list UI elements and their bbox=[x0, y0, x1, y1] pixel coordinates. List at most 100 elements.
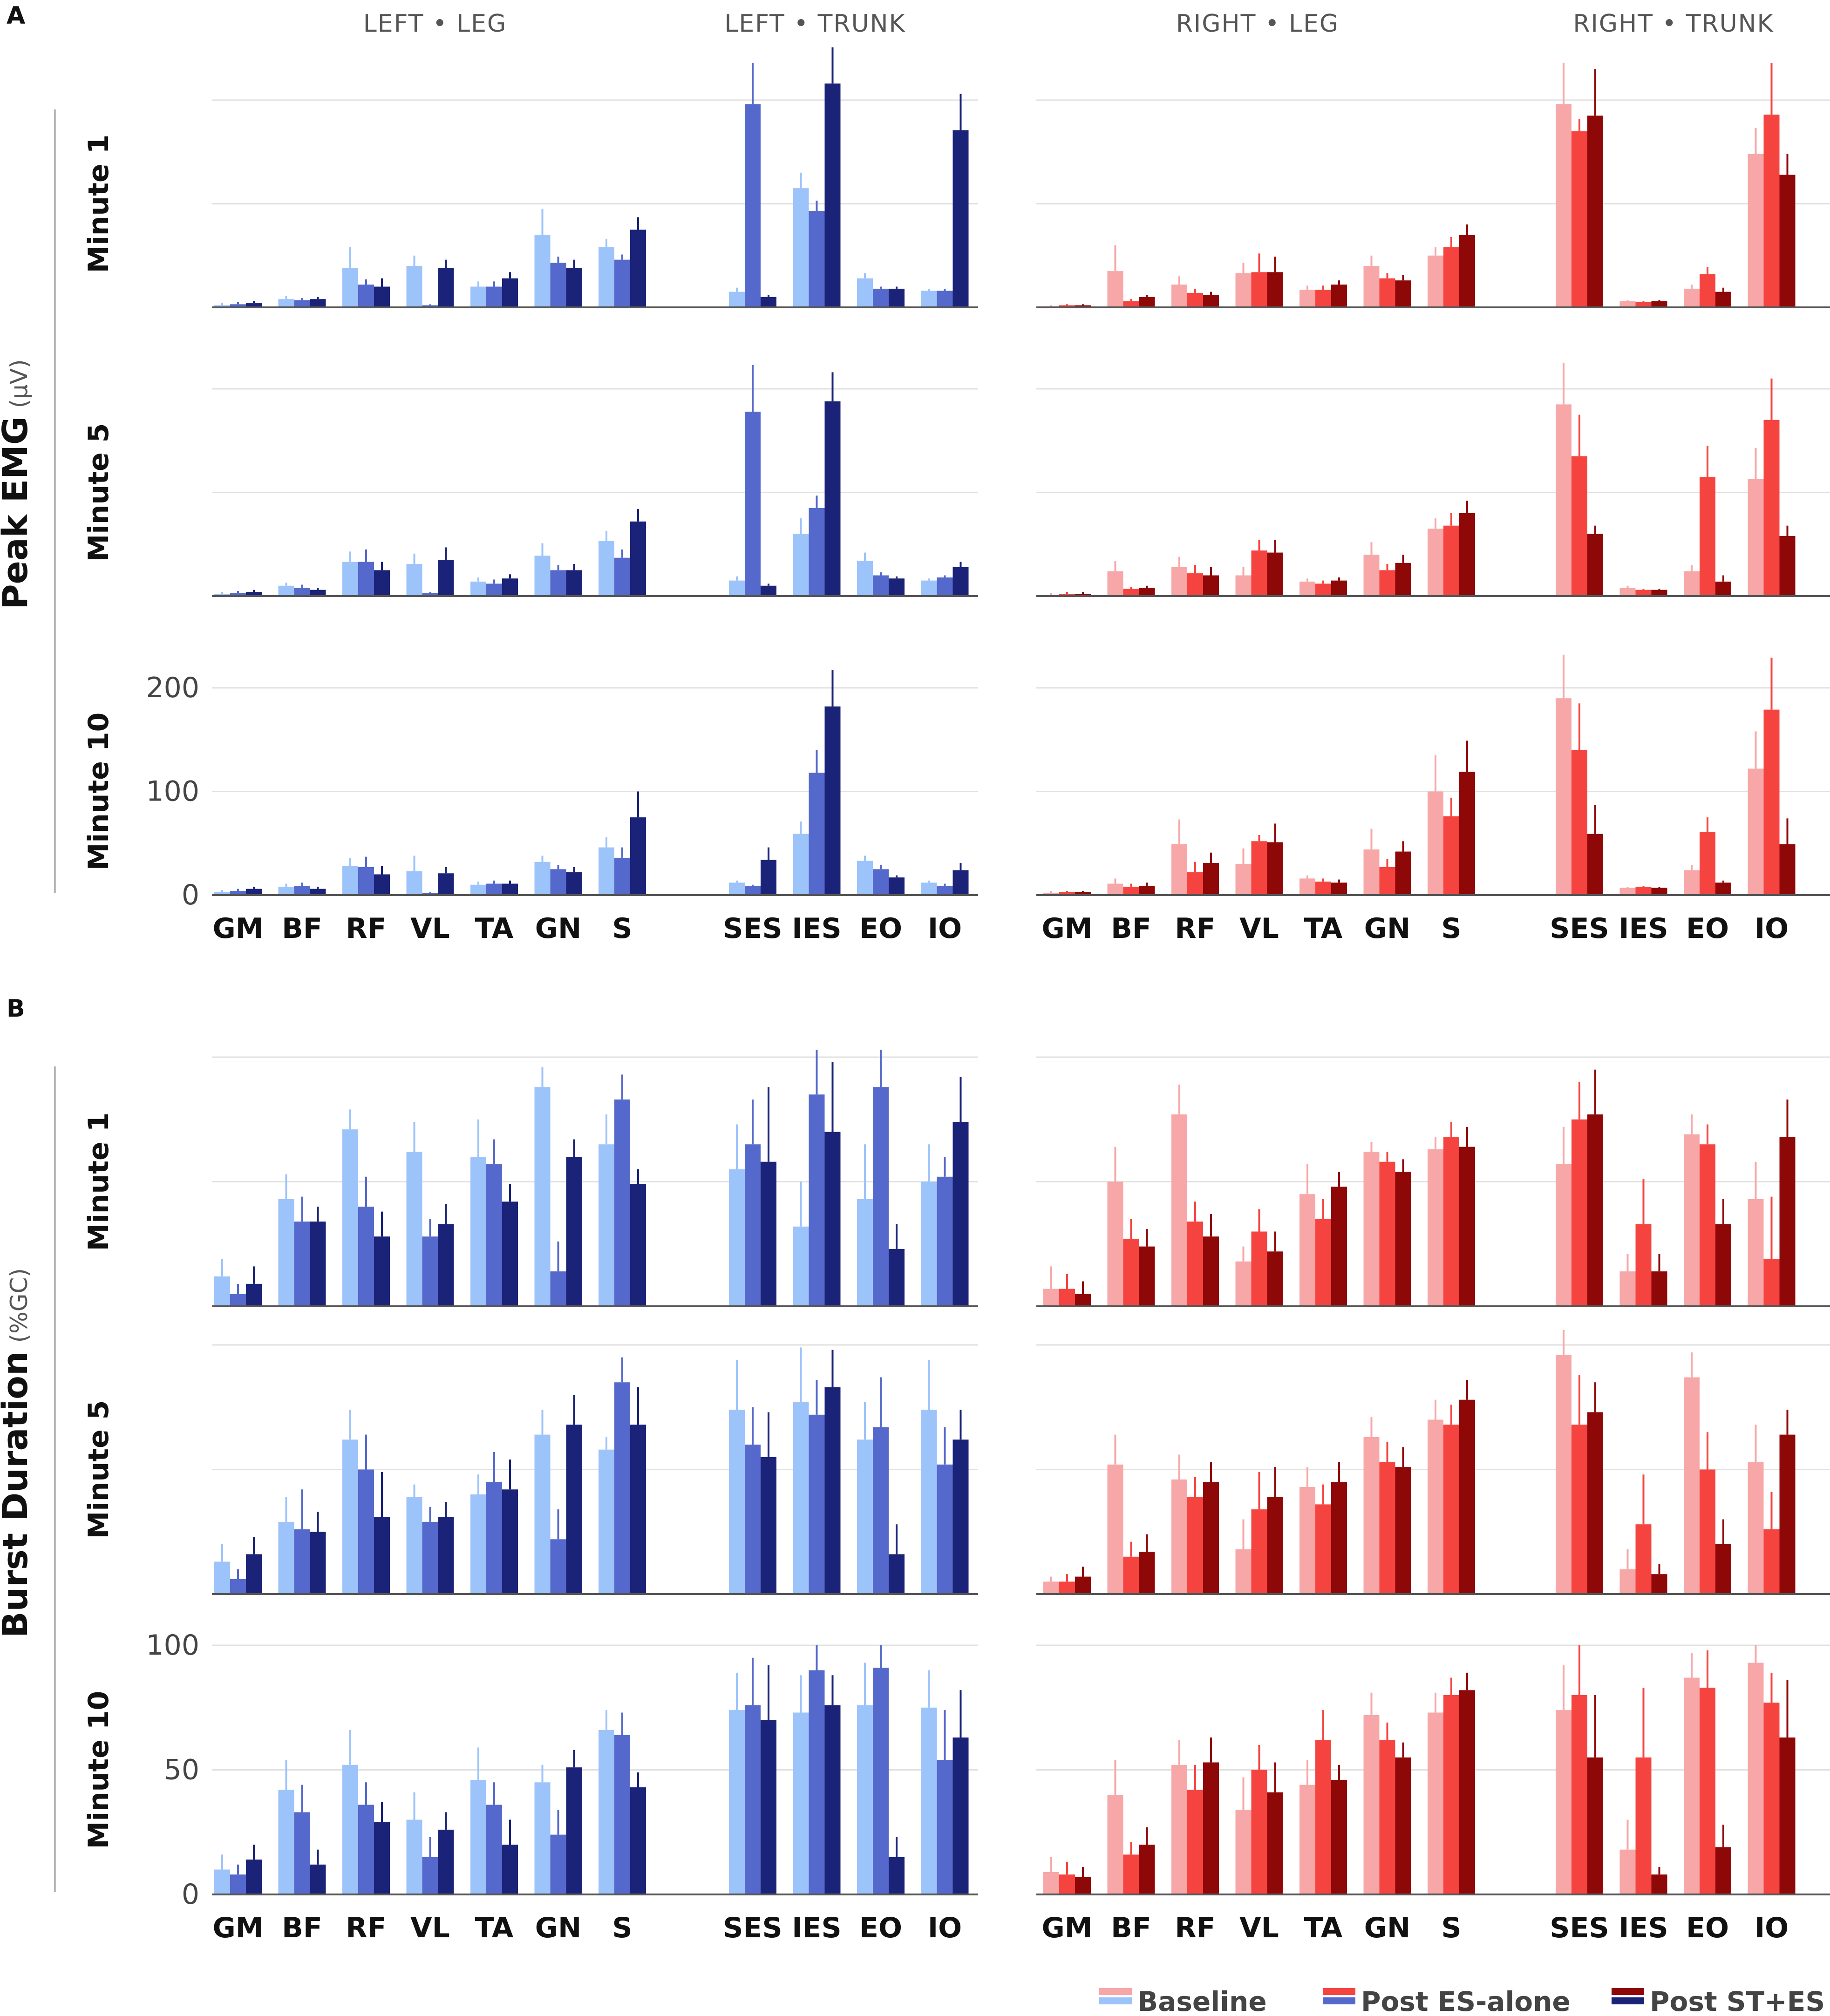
A-bar-left-RF-s2 bbox=[374, 570, 390, 596]
A-bar-right-SES-s1 bbox=[1571, 750, 1587, 895]
A-bar-left-EO-s0 bbox=[857, 561, 873, 596]
A-y-tick: 100 bbox=[146, 775, 199, 808]
B-bar-right-S-s2 bbox=[1459, 1147, 1475, 1306]
B-row-label: Minute 10 bbox=[82, 1691, 115, 1849]
B-bar-right-RF-s2 bbox=[1203, 1762, 1219, 1894]
A-muscle-label-SES: SES bbox=[723, 912, 782, 945]
A-bar-left-RF-s0 bbox=[342, 866, 358, 895]
B-bar-right-GM-s1 bbox=[1059, 1582, 1075, 1594]
B-bar-left-GM-s2 bbox=[246, 1283, 262, 1306]
A-bar-left-TA-s2 bbox=[502, 278, 518, 307]
A-bar-left-IES-s0 bbox=[793, 188, 809, 307]
B-bar-left-GN-s1 bbox=[550, 1271, 566, 1306]
panel-label-a: A bbox=[7, 2, 26, 30]
B-bar-right-S-s0 bbox=[1428, 1149, 1443, 1306]
A-bar-left-RF-s1 bbox=[358, 285, 374, 307]
B-bar-right-BF-s2 bbox=[1139, 1845, 1155, 1894]
A-axis-title: Peak EMG (µV) bbox=[0, 359, 35, 609]
A-bar-right-GN-s0 bbox=[1363, 555, 1380, 596]
legend-swatch-right-1 bbox=[1323, 1988, 1355, 1995]
A-y-tick: 200 bbox=[146, 672, 199, 704]
A-bar-left-S-s1 bbox=[614, 557, 630, 596]
A-muscle-label-RF: RF bbox=[346, 912, 386, 945]
B-bar-left-VL-s1 bbox=[422, 1857, 438, 1894]
B-axis-title: Burst Duration (%GC) bbox=[0, 1268, 35, 1638]
A-bar-right-GM-s2 bbox=[1075, 892, 1091, 895]
A-bar-right-GN-s1 bbox=[1379, 278, 1395, 307]
A-bar-left-GM-s1 bbox=[230, 891, 246, 895]
A-bar-right-BF-s0 bbox=[1107, 883, 1123, 895]
B-bar-left-BF-s2 bbox=[310, 1532, 326, 1594]
A-axis-title-main: Peak EMG bbox=[0, 416, 35, 609]
A-bar-left-VL-s2 bbox=[438, 268, 454, 307]
A-bar-left-IO-s2 bbox=[952, 130, 969, 307]
A-bar-left-GN-s2 bbox=[566, 570, 582, 596]
B-bar-left-TA-s2 bbox=[502, 1489, 518, 1594]
A-bar-left-S-s2 bbox=[630, 230, 646, 307]
B-bar-right-EO-s1 bbox=[1700, 1144, 1715, 1306]
B-bar-right-TA-s0 bbox=[1299, 1487, 1315, 1594]
B-bar-right-EO-s1 bbox=[1700, 1469, 1715, 1594]
B-bar-left-EO-s1 bbox=[873, 1427, 889, 1594]
A-bar-left-EO-s1 bbox=[873, 288, 889, 307]
A-bar-right-SES-s1 bbox=[1571, 131, 1587, 307]
B-bar-right-GN-s1 bbox=[1379, 1462, 1395, 1594]
A-bar-right-IO-s2 bbox=[1779, 175, 1796, 307]
legend-swatch-right-0 bbox=[1099, 1988, 1132, 1995]
A-bar-right-TA-s0 bbox=[1299, 290, 1315, 307]
column-header-2: RIGHT • LEG bbox=[1176, 10, 1339, 38]
B-bar-right-IO-s0 bbox=[1748, 1663, 1764, 1894]
B-muscle-label-VL: VL bbox=[410, 1912, 450, 1944]
legend-label-1: Post ES-alone bbox=[1361, 1986, 1571, 2016]
A-bar-right-TA-s0 bbox=[1299, 581, 1315, 596]
B-bar-left-TA-s1 bbox=[486, 1164, 502, 1306]
legend-swatch-left-0 bbox=[1099, 1997, 1132, 2004]
B-bar-right-SES-s0 bbox=[1556, 1164, 1571, 1306]
A-muscle-label-GM: GM bbox=[213, 912, 264, 945]
B-bar-right-EO-s0 bbox=[1684, 1134, 1700, 1306]
A-bar-left-SES-s2 bbox=[761, 297, 776, 307]
A-bar-left-GN-s2 bbox=[566, 268, 582, 307]
A-bar-right-S-s0 bbox=[1428, 791, 1443, 895]
A-muscle-label-BF: BF bbox=[1111, 912, 1151, 945]
B-bar-right-GM-s0 bbox=[1043, 1289, 1059, 1306]
B-bar-left-RF-s2 bbox=[374, 1236, 390, 1306]
A-bar-right-SES-s0 bbox=[1556, 698, 1571, 895]
A-bar-right-IES-s0 bbox=[1619, 301, 1636, 307]
B-bar-left-IO-s0 bbox=[921, 1707, 937, 1894]
A-bar-right-SES-s2 bbox=[1587, 834, 1603, 895]
B-bar-left-EO-s0 bbox=[857, 1439, 873, 1594]
A-bar-right-GN-s1 bbox=[1379, 867, 1395, 895]
B-bar-left-BF-s2 bbox=[310, 1864, 326, 1894]
A-bar-right-TA-s2 bbox=[1331, 580, 1347, 596]
A-bar-right-GM-s2 bbox=[1075, 305, 1091, 307]
A-bar-left-S-s1 bbox=[614, 857, 630, 895]
B-bar-right-EO-s2 bbox=[1715, 1224, 1731, 1306]
A-bar-left-TA-s1 bbox=[486, 584, 502, 596]
B-bar-right-EO-s0 bbox=[1684, 1677, 1700, 1894]
A-bar-right-IO-s2 bbox=[1779, 844, 1796, 895]
A-bar-left-TA-s0 bbox=[470, 286, 486, 307]
B-bar-right-S-s2 bbox=[1459, 1690, 1475, 1894]
panel-label-b: B bbox=[7, 995, 25, 1023]
A-bar-right-BF-s1 bbox=[1123, 887, 1139, 895]
B-bar-left-SES-s0 bbox=[729, 1169, 745, 1306]
B-bar-left-S-s2 bbox=[630, 1425, 646, 1594]
A-bar-right-GM-s1 bbox=[1059, 305, 1075, 307]
A-bar-right-BF-s2 bbox=[1139, 297, 1155, 307]
A-bar-right-S-s2 bbox=[1459, 772, 1475, 895]
A-bar-left-GM-s0 bbox=[214, 892, 230, 895]
B-bar-right-SES-s2 bbox=[1587, 1114, 1603, 1306]
B-bar-right-GN-s2 bbox=[1395, 1757, 1411, 1894]
B-muscle-label-BF: BF bbox=[282, 1912, 322, 1944]
B-muscle-label-BF: BF bbox=[1111, 1912, 1151, 1944]
B-bar-right-VL-s2 bbox=[1267, 1792, 1283, 1894]
B-bar-right-IO-s1 bbox=[1763, 1703, 1780, 1894]
B-bar-right-VL-s2 bbox=[1267, 1497, 1283, 1594]
A-bar-right-S-s0 bbox=[1428, 529, 1443, 596]
A-muscle-label-GN: GN bbox=[535, 912, 581, 945]
B-bar-right-GM-s2 bbox=[1075, 1294, 1091, 1306]
A-bar-right-GM-s0 bbox=[1043, 893, 1059, 895]
A-bar-right-EO-s2 bbox=[1715, 882, 1731, 895]
A-bar-left-EO-s1 bbox=[873, 575, 889, 596]
